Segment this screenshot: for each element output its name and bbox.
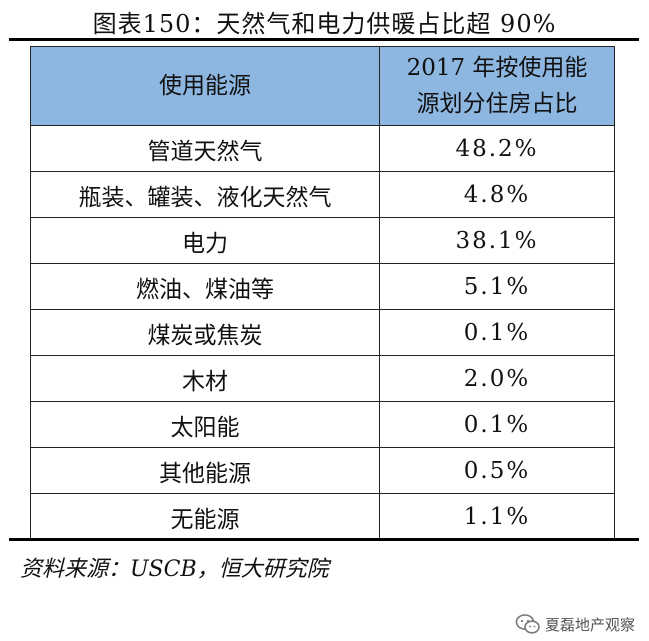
bottom-rule bbox=[9, 538, 639, 541]
energy-source-cell: 其他能源 bbox=[30, 447, 380, 494]
share-cell: 1.1% bbox=[379, 493, 615, 540]
table-row: 太阳能 0.1% bbox=[30, 401, 615, 448]
header-energy-source: 使用能源 bbox=[30, 46, 380, 126]
data-source-note: 资料来源：USCB，恒大研究院 bbox=[20, 557, 329, 582]
table-row: 煤炭或焦炭 0.1% bbox=[30, 309, 615, 356]
header-housing-share-line1: 2017 年按使用能 bbox=[406, 55, 588, 81]
watermark: 夏磊地产观察 bbox=[515, 613, 635, 635]
energy-source-cell: 燃油、煤油等 bbox=[30, 263, 380, 310]
energy-source-cell: 管道天然气 bbox=[30, 125, 380, 172]
share-cell: 5.1% bbox=[379, 263, 615, 310]
table-header-row: 使用能源 2017 年按使用能 源划分住房占比 bbox=[30, 46, 615, 126]
table-row: 管道天然气 48.2% bbox=[30, 125, 615, 172]
header-housing-share-line2: 源划分住房占比 bbox=[416, 91, 578, 117]
share-cell: 4.8% bbox=[379, 171, 615, 218]
share-cell: 0.5% bbox=[379, 447, 615, 494]
figure-title: 图表150：天然气和电力供暖占比超 90% bbox=[92, 10, 557, 38]
energy-source-cell: 瓶装、罐装、液化天然气 bbox=[30, 171, 380, 218]
table-row: 电力 38.1% bbox=[30, 217, 615, 264]
share-cell: 0.1% bbox=[379, 309, 615, 356]
energy-source-cell: 电力 bbox=[30, 217, 380, 264]
table-row: 无能源 1.1% bbox=[30, 493, 615, 540]
energy-source-cell: 无能源 bbox=[30, 493, 380, 540]
wechat-icon bbox=[515, 614, 540, 634]
energy-source-cell: 木材 bbox=[30, 355, 380, 402]
table-row: 其他能源 0.5% bbox=[30, 447, 615, 494]
table-row: 木材 2.0% bbox=[30, 355, 615, 402]
share-cell: 48.2% bbox=[379, 125, 615, 172]
watermark-text: 夏磊地产观察 bbox=[544, 615, 635, 634]
table-row: 瓶装、罐装、液化天然气 4.8% bbox=[30, 171, 615, 218]
table-row: 燃油、煤油等 5.1% bbox=[30, 263, 615, 310]
energy-source-cell: 煤炭或焦炭 bbox=[30, 309, 380, 356]
energy-source-cell: 太阳能 bbox=[30, 401, 380, 448]
share-cell: 38.1% bbox=[379, 217, 615, 264]
energy-share-table: 使用能源 2017 年按使用能 源划分住房占比 管道天然气 48.2% 瓶装、罐… bbox=[30, 46, 615, 540]
share-cell: 0.1% bbox=[379, 401, 615, 448]
share-cell: 2.0% bbox=[379, 355, 615, 402]
header-housing-share: 2017 年按使用能 源划分住房占比 bbox=[379, 46, 615, 126]
top-rule bbox=[9, 38, 639, 41]
